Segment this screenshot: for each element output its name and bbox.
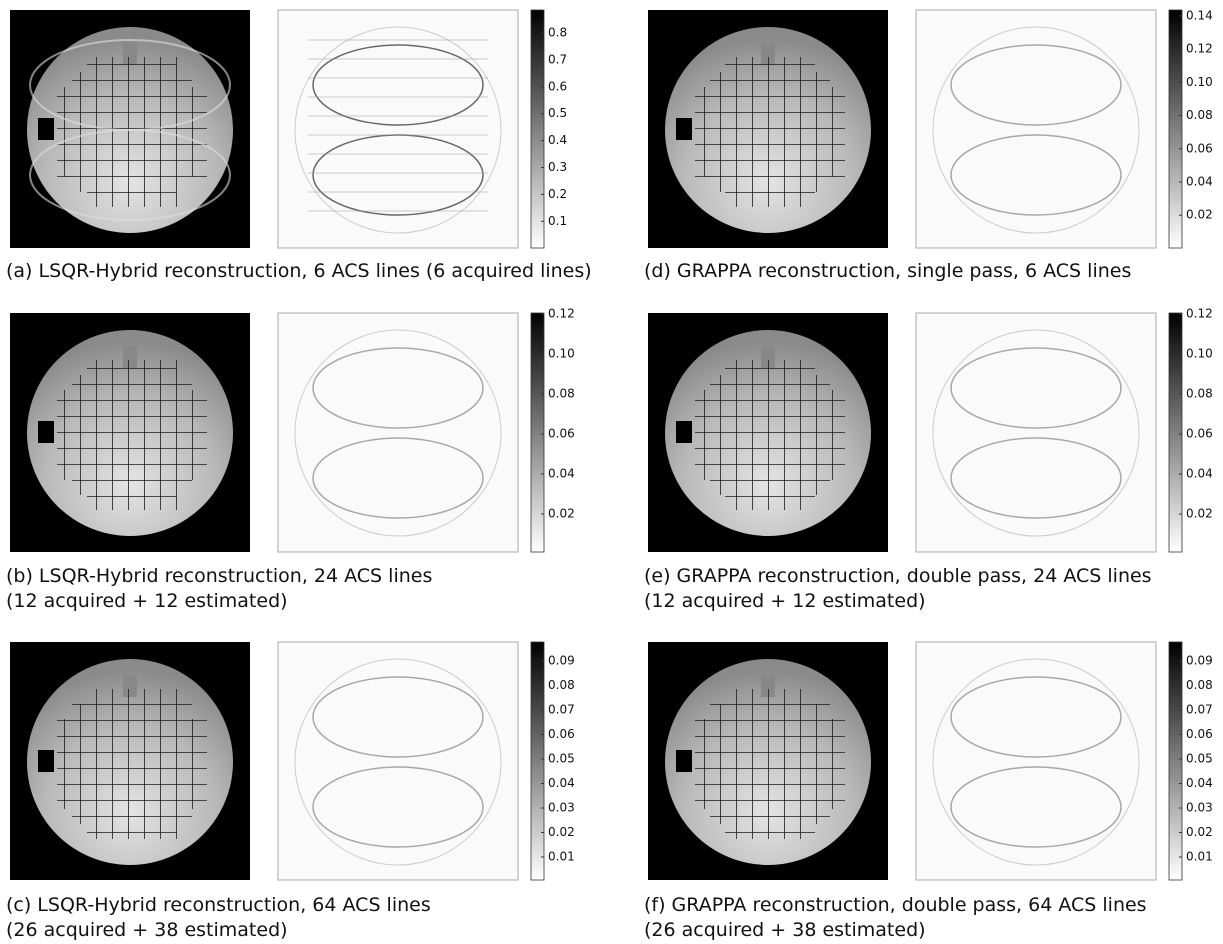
colorbar-tick-label: 0.10 bbox=[1186, 347, 1213, 361]
colorbar-tick-label: 0.06 bbox=[1186, 727, 1213, 741]
caption: (a) LSQR-Hybrid reconstruction, 6 ACS li… bbox=[6, 260, 592, 282]
colorbar bbox=[531, 313, 544, 552]
colorbar-tick-label: 0.05 bbox=[548, 752, 575, 766]
reconstruction-image bbox=[10, 313, 250, 552]
phantom-notch bbox=[676, 118, 692, 140]
caption: (d) GRAPPA reconstruction, single pass, … bbox=[644, 260, 1131, 282]
colorbar-tick-label: 0.04 bbox=[1186, 776, 1213, 790]
colorbar-tick-label: 0.02 bbox=[548, 507, 575, 521]
colorbar-tick-label: 0.01 bbox=[1186, 850, 1213, 864]
colorbar-tick-label: 0.4 bbox=[548, 133, 567, 147]
phantom-grid bbox=[57, 57, 207, 207]
colorbar-tick-label: 0.04 bbox=[548, 467, 575, 481]
panel: 0.09 0.08 0.07 0.06 0.05 0.04 0.03 0.02 0.01 (c) … bbox=[6, 642, 575, 941]
caption: (c) LSQR-Hybrid reconstruction, 64 ACS l… bbox=[6, 894, 431, 916]
colorbar-tick-label: 0.01 bbox=[548, 850, 575, 864]
colorbar-tick-label: 0.10 bbox=[1186, 75, 1213, 89]
colorbar-tick-label: 0.6 bbox=[548, 79, 567, 93]
colorbar-tick-label: 0.02 bbox=[1186, 208, 1213, 222]
colorbar bbox=[531, 642, 544, 880]
phantom-notch bbox=[38, 118, 54, 140]
phantom-notch bbox=[676, 421, 692, 443]
panel: 0.14 0.12 0.10 0.08 0.06 0.04 0.02 (d) GRAPPA r… bbox=[644, 9, 1213, 283]
colorbar-tick-label: 0.08 bbox=[1186, 678, 1213, 692]
reconstruction-image bbox=[10, 642, 250, 880]
error-map bbox=[278, 313, 518, 552]
caption: (f) GRAPPA reconstruction, double pass, … bbox=[644, 894, 1147, 916]
caption: (12 acquired + 12 estimated) bbox=[644, 590, 926, 612]
reconstruction-image bbox=[648, 313, 888, 552]
colorbar-tick-label: 0.02 bbox=[1186, 507, 1213, 521]
colorbar-tick-label: 0.05 bbox=[1186, 752, 1213, 766]
figure: 0.8 0.7 0.6 0.5 0.4 0.3 0.2 0.1 (a) LSQR-Hybrid … bbox=[0, 0, 1223, 944]
phantom-notch bbox=[38, 421, 54, 443]
colorbar-tick-label: 0.04 bbox=[1186, 467, 1213, 481]
colorbar-tick-label: 0.04 bbox=[1186, 175, 1213, 189]
colorbar-tick-label: 0.14 bbox=[1186, 9, 1213, 23]
colorbar bbox=[1169, 313, 1182, 552]
error-map bbox=[278, 642, 518, 880]
colorbar-tick-label: 0.12 bbox=[548, 307, 575, 321]
colorbar-tick-label: 0.02 bbox=[1186, 825, 1213, 839]
colorbar-tick-label: 0.12 bbox=[1186, 42, 1213, 56]
caption: (26 acquired + 38 estimated) bbox=[644, 919, 926, 941]
phantom-grid bbox=[57, 689, 207, 839]
error-map bbox=[916, 642, 1156, 880]
colorbar-tick-label: 0.12 bbox=[1186, 307, 1213, 321]
colorbar bbox=[1169, 10, 1182, 248]
colorbar-tick-label: 0.06 bbox=[1186, 141, 1213, 155]
colorbar-tick-label: 0.8 bbox=[548, 26, 567, 40]
error-background bbox=[916, 313, 1156, 552]
colorbar-tick-label: 0.07 bbox=[548, 703, 575, 717]
colorbar bbox=[531, 10, 544, 248]
caption: (e) GRAPPA reconstruction, double pass, … bbox=[644, 565, 1152, 587]
reconstruction-image bbox=[10, 10, 250, 248]
panel: 0.8 0.7 0.6 0.5 0.4 0.3 0.2 0.1 (a) LSQR-Hybrid … bbox=[6, 10, 592, 282]
panel: 0.12 0.10 0.08 0.06 0.04 0.02 (b) LSQR-Hybrid … bbox=[6, 307, 575, 613]
colorbar-tick-label: 0.06 bbox=[548, 427, 575, 441]
panel: 0.12 0.10 0.08 0.06 0.04 0.02 (e) GRAPPA recon… bbox=[644, 307, 1213, 613]
error-map bbox=[916, 10, 1156, 248]
reconstruction-image bbox=[648, 642, 888, 880]
panel: 0.09 0.08 0.07 0.06 0.05 0.04 0.03 0.02 0.01 (f) … bbox=[644, 642, 1213, 941]
phantom-notch bbox=[676, 750, 692, 772]
colorbar-tick-label: 0.08 bbox=[1186, 108, 1213, 122]
colorbar-tick-label: 0.06 bbox=[548, 727, 575, 741]
caption: (26 acquired + 38 estimated) bbox=[6, 919, 288, 941]
colorbar-tick-label: 0.7 bbox=[548, 52, 567, 66]
error-map bbox=[278, 10, 518, 248]
colorbar-tick-label: 0.09 bbox=[1186, 654, 1213, 668]
colorbar-tick-label: 0.08 bbox=[548, 387, 575, 401]
colorbar-tick-label: 0.08 bbox=[1186, 387, 1213, 401]
reconstruction-image bbox=[648, 10, 888, 248]
colorbar-tick-label: 0.08 bbox=[548, 678, 575, 692]
colorbar-tick-label: 0.3 bbox=[548, 160, 567, 174]
colorbar-tick-label: 0.1 bbox=[548, 214, 567, 228]
colorbar-tick-label: 0.06 bbox=[1186, 427, 1213, 441]
caption: (12 acquired + 12 estimated) bbox=[6, 590, 288, 612]
colorbar-tick-label: 0.03 bbox=[548, 801, 575, 815]
phantom-notch bbox=[38, 750, 54, 772]
error-map bbox=[916, 313, 1156, 552]
colorbar-tick-label: 0.5 bbox=[548, 106, 567, 120]
phantom-grid bbox=[695, 360, 845, 510]
colorbar bbox=[1169, 642, 1182, 880]
phantom-grid bbox=[695, 57, 845, 207]
caption: (b) LSQR-Hybrid reconstruction, 24 ACS l… bbox=[6, 565, 432, 587]
colorbar-tick-label: 0.02 bbox=[548, 825, 575, 839]
phantom-grid bbox=[57, 360, 207, 510]
phantom-grid bbox=[695, 689, 845, 839]
colorbar-tick-label: 0.10 bbox=[548, 347, 575, 361]
colorbar-tick-label: 0.09 bbox=[548, 654, 575, 668]
colorbar-tick-label: 0.04 bbox=[548, 776, 575, 790]
colorbar-tick-label: 0.07 bbox=[1186, 703, 1213, 717]
colorbar-tick-label: 0.03 bbox=[1186, 801, 1213, 815]
colorbar-tick-label: 0.2 bbox=[548, 187, 567, 201]
error-background bbox=[278, 313, 518, 552]
